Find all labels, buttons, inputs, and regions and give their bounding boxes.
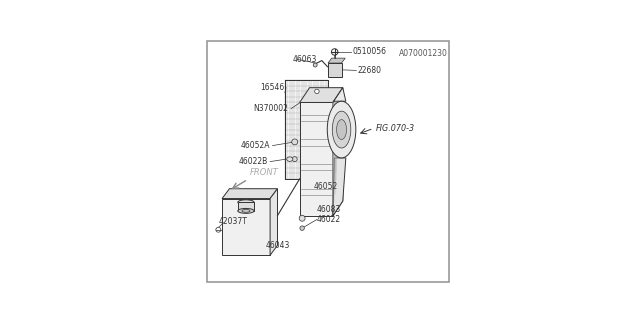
Polygon shape bbox=[333, 158, 346, 216]
Text: 42037T: 42037T bbox=[218, 218, 247, 227]
Ellipse shape bbox=[337, 120, 346, 140]
Circle shape bbox=[300, 226, 305, 230]
Text: 46043: 46043 bbox=[265, 241, 289, 250]
Ellipse shape bbox=[287, 157, 293, 161]
Text: FRONT: FRONT bbox=[250, 168, 278, 177]
Polygon shape bbox=[285, 80, 328, 179]
Text: 46022B: 46022B bbox=[238, 157, 268, 166]
Polygon shape bbox=[270, 189, 278, 255]
Ellipse shape bbox=[242, 210, 250, 212]
Text: 46083: 46083 bbox=[317, 205, 341, 214]
Circle shape bbox=[216, 227, 221, 232]
Polygon shape bbox=[222, 189, 278, 198]
Polygon shape bbox=[328, 58, 345, 63]
Bar bbox=[238, 202, 254, 211]
Ellipse shape bbox=[327, 101, 356, 158]
Text: A070001230: A070001230 bbox=[399, 50, 447, 59]
Text: 22680: 22680 bbox=[358, 66, 381, 75]
Text: FIG.070-3: FIG.070-3 bbox=[376, 124, 415, 133]
Text: 0510056: 0510056 bbox=[353, 47, 387, 56]
Polygon shape bbox=[333, 88, 343, 216]
Circle shape bbox=[299, 215, 305, 221]
Ellipse shape bbox=[238, 200, 254, 205]
Ellipse shape bbox=[332, 111, 351, 148]
Circle shape bbox=[332, 49, 338, 55]
Text: 46052: 46052 bbox=[313, 182, 337, 191]
Text: N370002: N370002 bbox=[253, 104, 289, 113]
Text: 16546: 16546 bbox=[260, 83, 285, 92]
Bar bbox=[300, 102, 333, 216]
Text: 46022: 46022 bbox=[317, 215, 341, 224]
Circle shape bbox=[292, 157, 297, 162]
Ellipse shape bbox=[238, 208, 254, 213]
Polygon shape bbox=[300, 88, 343, 102]
Bar bbox=[328, 63, 342, 76]
Polygon shape bbox=[333, 88, 346, 102]
Text: 46063: 46063 bbox=[292, 55, 317, 64]
Circle shape bbox=[292, 139, 298, 145]
Circle shape bbox=[313, 63, 317, 67]
Bar bbox=[222, 198, 270, 255]
Text: 46052A: 46052A bbox=[241, 141, 270, 150]
Circle shape bbox=[315, 89, 319, 93]
